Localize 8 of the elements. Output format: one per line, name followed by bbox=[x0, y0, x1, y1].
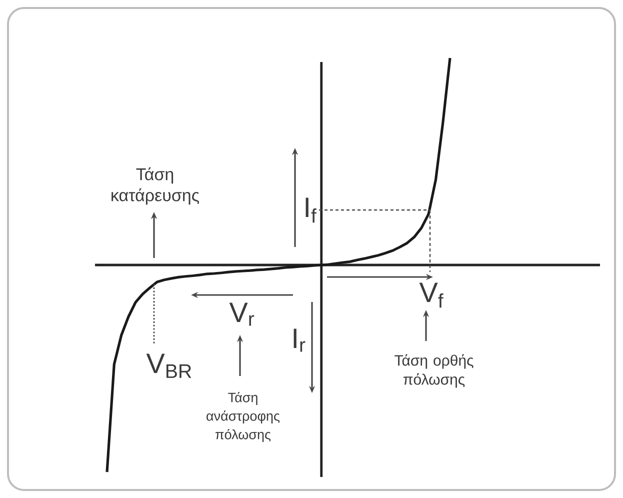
annotation: Τάση κατάρευσης bbox=[112, 167, 200, 205]
annotation: Τάση ανάστροφης πόλωσης bbox=[206, 392, 280, 442]
annotation: I$_{f}$ bbox=[306, 198, 316, 223]
annotation: Τάση ορθής πόλωσης bbox=[394, 354, 474, 388]
annotation: V$_{BR}$ bbox=[146, 354, 192, 378]
annotation: V$_{f}$ bbox=[419, 282, 444, 308]
annotation: V$_{r}$ bbox=[229, 302, 254, 326]
annotation: I$_{r}$ bbox=[294, 328, 306, 352]
